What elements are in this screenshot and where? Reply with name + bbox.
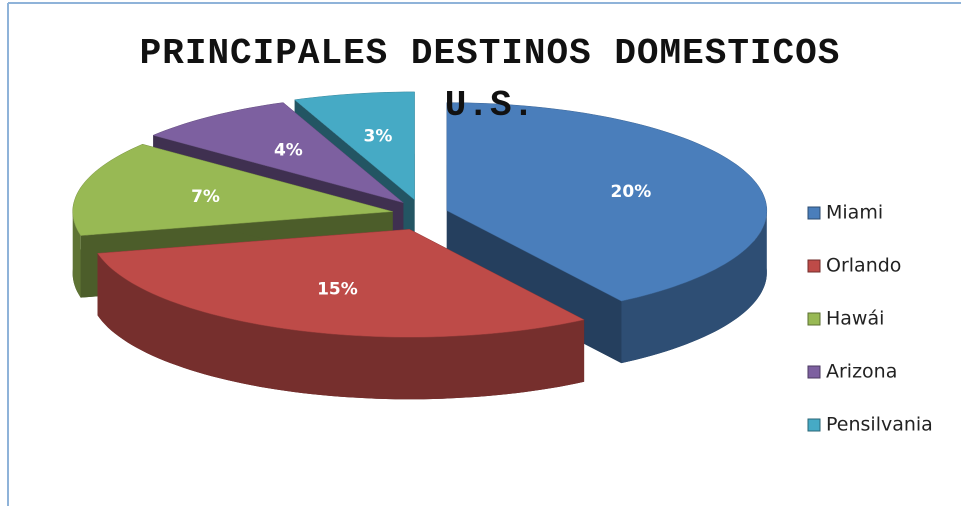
slice-wall xyxy=(97,253,585,400)
slice xyxy=(294,91,415,201)
chart-title: PRINCIPALES DESTINOS DOMESTICOS U.S. xyxy=(139,33,841,126)
slice xyxy=(446,102,768,302)
legend-label: Miami xyxy=(826,202,883,224)
legend-swatch xyxy=(807,206,821,220)
slice xyxy=(72,143,393,236)
slice xyxy=(97,229,585,338)
slice-wall xyxy=(72,211,81,298)
slice-wall xyxy=(621,210,767,364)
legend-swatch xyxy=(807,365,821,379)
value-label: 15% xyxy=(317,279,358,299)
value-label: 4% xyxy=(274,141,303,161)
slice xyxy=(152,102,404,203)
legend-label: Hawái xyxy=(826,308,884,330)
value-label: 20% xyxy=(611,182,652,202)
legend-swatch xyxy=(807,418,821,432)
legend-label: Arizona xyxy=(826,361,897,383)
legend-label: Orlando xyxy=(826,255,901,277)
legend-label: Pensilvania xyxy=(826,414,933,436)
value-label: 7% xyxy=(191,187,220,207)
legend-swatch xyxy=(807,312,821,326)
value-label: 3% xyxy=(364,126,393,146)
legend-swatch xyxy=(807,259,821,273)
